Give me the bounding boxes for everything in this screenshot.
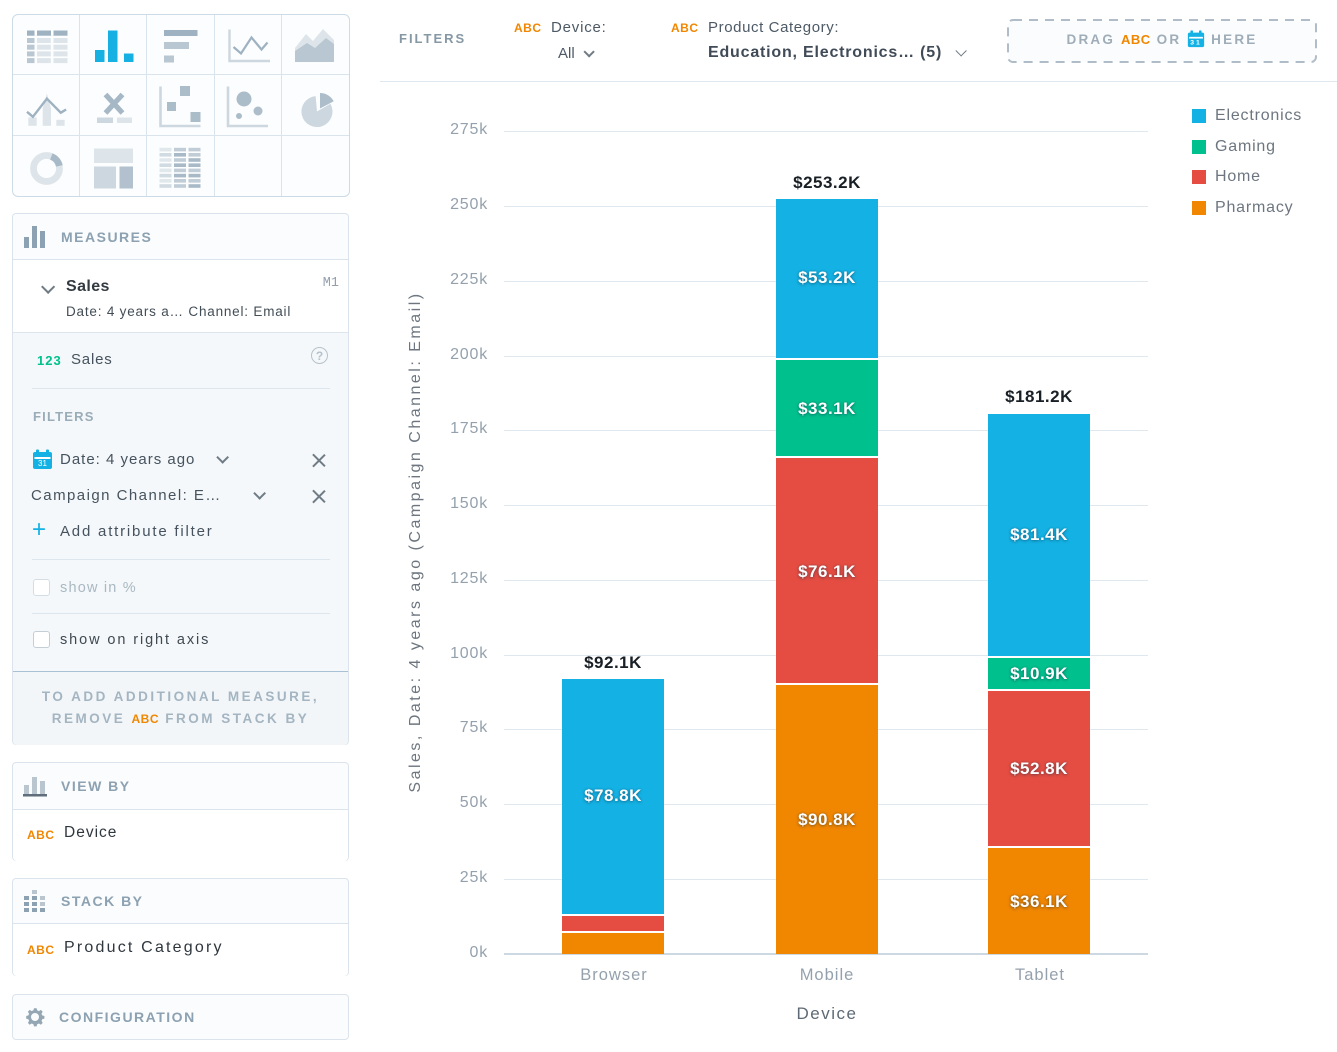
- svg-text:31: 31: [1191, 40, 1202, 47]
- svg-text:31: 31: [38, 459, 47, 468]
